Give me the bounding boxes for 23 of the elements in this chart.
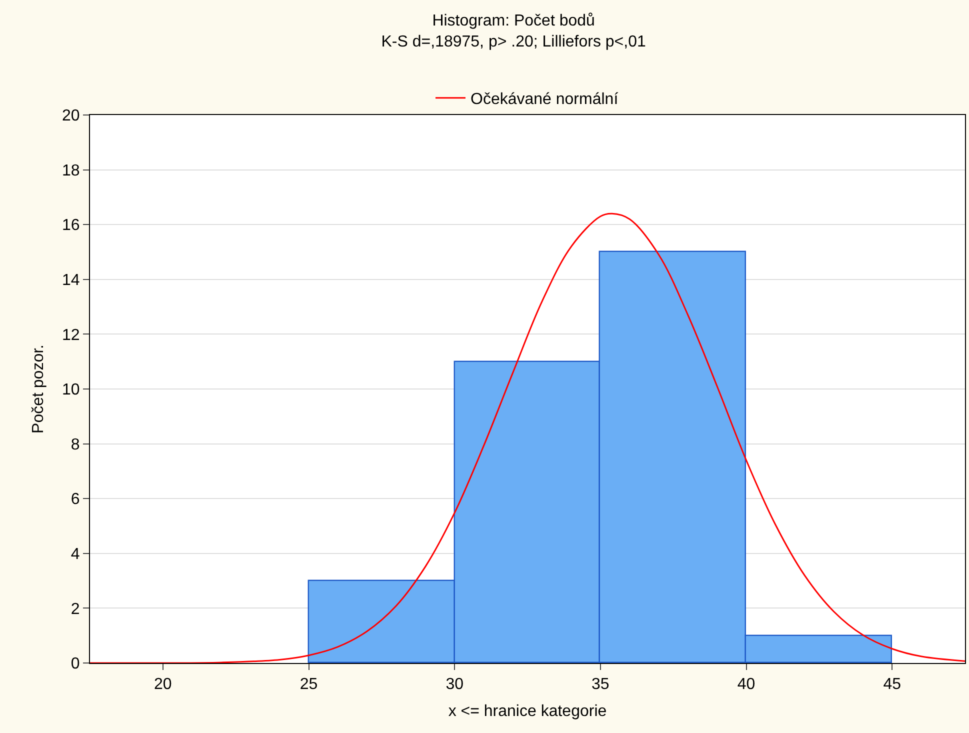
- y-tick-label: 4: [70, 546, 80, 563]
- x-tick-label: 40: [737, 676, 756, 694]
- y-axis-title: Počet pozor.: [30, 344, 47, 434]
- y-tick-label: 0: [70, 656, 80, 673]
- y-tick-label: 14: [62, 272, 80, 289]
- chart-title: Histogram: Počet bodů: [432, 12, 595, 30]
- x-tick-label: 25: [300, 676, 318, 694]
- y-tick-label: 8: [70, 436, 80, 454]
- chart-subtitle: K-S d=,18975, p> .20; Lilliefors p<,01: [381, 33, 646, 50]
- y-tick-label: 12: [62, 326, 80, 344]
- x-tick-label: 35: [592, 676, 610, 694]
- y-tick-label: 20: [62, 108, 80, 125]
- x-tick-label: 45: [883, 676, 902, 694]
- legend-label: Očekávané normální: [470, 91, 619, 108]
- y-tick-label: 16: [62, 217, 80, 234]
- x-tick-label: 20: [154, 676, 172, 694]
- line-series: [90, 212, 965, 663]
- y-tick-label: 2: [70, 600, 80, 618]
- x-axis-title: x <= hranice kategorie: [448, 702, 607, 720]
- y-tick-label: 18: [62, 162, 80, 180]
- y-tick-label: 10: [62, 382, 80, 399]
- x-tick-label: 30: [446, 676, 464, 694]
- y-tick-label: 6: [70, 491, 80, 508]
